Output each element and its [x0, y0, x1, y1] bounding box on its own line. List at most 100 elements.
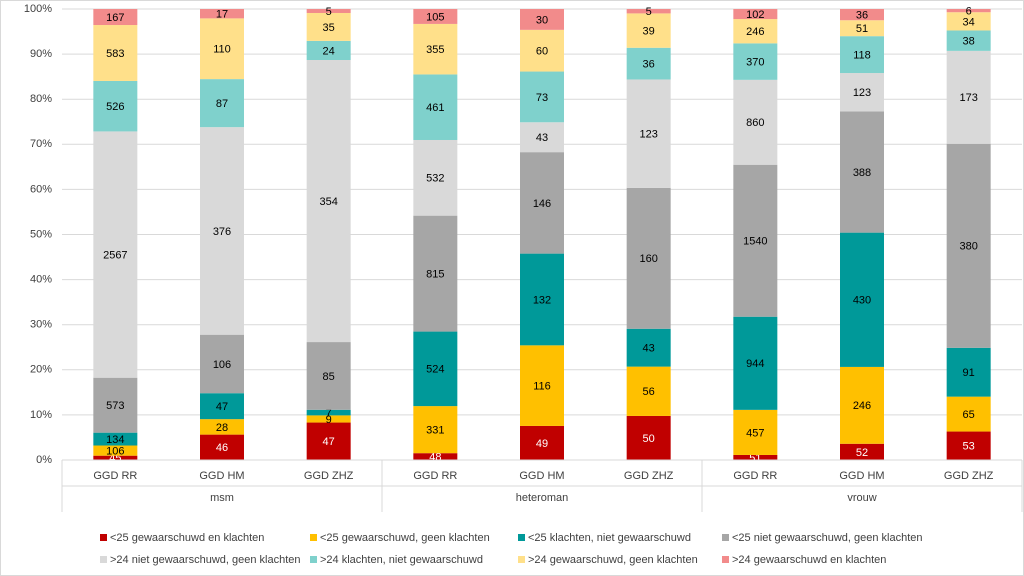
- data-label: 860: [746, 117, 764, 129]
- legend-label: >24 gewaarschuwd, geen klachten: [528, 554, 698, 566]
- legend-label: <25 gewaarschuwd en klachten: [110, 532, 264, 544]
- bar-segment: [946, 12, 991, 31]
- bar-segment: [626, 13, 671, 48]
- y-tick-label: 100%: [24, 3, 52, 15]
- data-label: 132: [533, 294, 551, 306]
- bar-segment: [93, 131, 138, 378]
- data-label: 17: [216, 9, 228, 21]
- data-label: 123: [639, 129, 657, 141]
- bar-segment: [306, 342, 351, 410]
- bar-segment: [946, 396, 991, 432]
- bar-segment: [306, 415, 351, 423]
- data-label: 105: [426, 11, 444, 23]
- y-tick-label: 10%: [30, 409, 52, 421]
- bar-segment: [946, 431, 991, 460]
- data-label: 52: [856, 447, 868, 459]
- bar-segment: [840, 36, 884, 74]
- bar-segment: [520, 122, 564, 153]
- bar-segment: [626, 47, 671, 80]
- bar-segment: [200, 334, 244, 394]
- bar-segment: [946, 347, 991, 397]
- bar-segment: [413, 331, 458, 407]
- data-label: 53: [963, 441, 975, 453]
- x-tick-label: GGD RR: [413, 470, 457, 482]
- bar-segment: [626, 187, 671, 329]
- bar-segment: [733, 43, 778, 80]
- legend-label: >24 niet gewaarschuwd, geen klachten: [110, 554, 301, 566]
- bar-segment: [733, 164, 778, 317]
- y-tick-label: 70%: [30, 138, 52, 150]
- data-label: 36: [643, 59, 655, 71]
- data-label: 532: [426, 173, 444, 185]
- bar-segment: [520, 29, 564, 72]
- data-label: 815: [426, 269, 444, 281]
- data-label: 5: [646, 6, 652, 18]
- bar-segment: [946, 30, 991, 51]
- bar-segment: [840, 443, 884, 460]
- data-label: 65: [963, 409, 975, 421]
- data-label: 9: [326, 414, 332, 426]
- bar-segment: [93, 25, 138, 81]
- legend-swatch: [518, 534, 525, 541]
- bar-segment: [413, 9, 458, 24]
- y-tick-label: 80%: [30, 93, 52, 105]
- data-label: 60: [536, 46, 548, 58]
- data-label: 45: [109, 453, 121, 465]
- bar-segment: [200, 393, 244, 420]
- x-tick-label: GGD ZHZ: [624, 470, 674, 482]
- bar-segment: [306, 59, 351, 343]
- x-tick-label: GGD RR: [93, 470, 137, 482]
- legend-label: <25 niet gewaarschuwd, geen klachten: [732, 532, 923, 544]
- bar-segment: [626, 415, 671, 460]
- data-label: 30: [536, 14, 548, 26]
- bar-segment: [840, 20, 884, 37]
- data-label: 376: [213, 226, 231, 238]
- data-label: 116: [533, 381, 551, 393]
- bar-segment: [520, 152, 564, 254]
- legend-swatch: [310, 534, 317, 541]
- data-label: 573: [106, 400, 124, 412]
- data-label: 1540: [743, 236, 767, 248]
- legend-label: >24 gewaarschuwd en klachten: [732, 554, 886, 566]
- data-label: 160: [639, 253, 657, 265]
- data-label: 49: [536, 438, 548, 450]
- bar-segment: [520, 71, 564, 123]
- data-label: 2567: [103, 249, 127, 261]
- data-label: 39: [643, 25, 655, 37]
- legend-swatch: [310, 556, 317, 563]
- bar-segment: [413, 74, 458, 140]
- data-label: 51: [749, 452, 761, 464]
- data-label: 24: [323, 45, 335, 57]
- data-label: 526: [106, 101, 124, 113]
- y-tick-label: 90%: [30, 48, 52, 60]
- group-label: heteroman: [516, 492, 569, 504]
- data-label: 5: [326, 6, 332, 18]
- x-tick-label: GGD HM: [519, 470, 564, 482]
- x-tick-label: GGD RR: [733, 470, 777, 482]
- data-label: 118: [853, 50, 871, 62]
- data-label: 50: [643, 433, 655, 445]
- bar-segment: [200, 419, 244, 435]
- data-label: 246: [853, 400, 871, 412]
- data-label: 167: [106, 12, 124, 24]
- legend-label: <25 klachten, niet gewaarschuwd: [528, 532, 691, 544]
- legend-swatch: [100, 534, 107, 541]
- x-tick-label: GGD HM: [199, 470, 244, 482]
- data-label: 524: [426, 364, 444, 376]
- data-label: 56: [643, 386, 655, 398]
- data-label: 106: [213, 359, 231, 371]
- data-label: 380: [959, 241, 977, 253]
- bar-segment: [306, 9, 351, 13]
- bar-segment: [733, 409, 778, 455]
- bar-segment: [200, 79, 244, 128]
- data-label: 102: [746, 9, 764, 21]
- data-label: 388: [853, 167, 871, 179]
- legend-swatch: [722, 556, 729, 563]
- bar-segment: [840, 73, 884, 112]
- bar-segment: [413, 406, 458, 454]
- bar-segment: [946, 143, 991, 348]
- bar-segment: [840, 232, 884, 367]
- data-label: 38: [963, 36, 975, 48]
- bar-segment: [520, 9, 564, 30]
